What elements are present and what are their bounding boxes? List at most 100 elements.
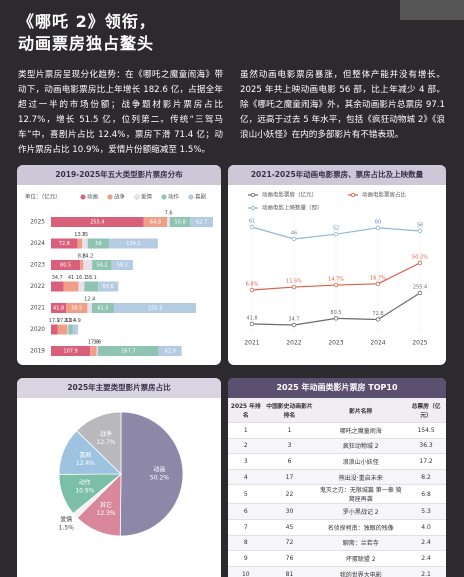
data-label: 64.8 <box>150 220 161 226</box>
bar-segment <box>190 217 213 227</box>
legend-swatch <box>188 194 194 200</box>
point <box>333 231 339 237</box>
legend-label: 爱情 <box>141 193 153 201</box>
card-header <box>228 165 446 185</box>
table-cell: 8.2 <box>406 469 446 486</box>
data-label: 255.4 <box>413 285 427 291</box>
table-cell: 4.0 <box>406 519 446 536</box>
table-card: 2025 年动画类影片票房 TOP10 2025 年排名 中国影史动画影片排名 影片… <box>228 378 446 577</box>
data-label: 62.9 <box>165 349 176 355</box>
data-label: 13.3 <box>74 232 85 238</box>
data-label: 41 <box>68 275 74 281</box>
point <box>417 228 423 234</box>
slice-value: 50.2% <box>150 475 169 482</box>
bar-segment <box>83 260 93 270</box>
data-label: 7.6 <box>165 211 173 217</box>
data-label: 14.9 <box>70 318 81 324</box>
paragraph: 类型片票房呈现分化趋势：在《哪吒之魔童闹海》带动下，动画电影票房比上年增长 18… <box>18 70 223 155</box>
data-label: 72.8 <box>372 311 383 317</box>
data-label: 38.1 <box>86 275 97 281</box>
y-tick-label: 2021 <box>30 306 45 312</box>
table-cell: 哪吒之魔童闹海 <box>315 422 407 439</box>
x-tick-label: 2022 <box>286 340 301 347</box>
data-label: 107.9 <box>63 349 77 355</box>
data-label: 14.7% <box>328 277 344 283</box>
table-cell: 45 <box>263 519 316 536</box>
data-label: 60 <box>375 219 381 225</box>
table-cell: 罗小黑战记 2 <box>315 503 407 520</box>
bar-segment <box>114 303 197 313</box>
slice-value: 12.3% <box>97 510 116 517</box>
slice-label: 其它 <box>100 501 112 509</box>
table-row: 2 3 疯狂动物城 2 36.3 <box>228 438 446 455</box>
bar-segment <box>72 324 78 335</box>
data-label: 225.3 <box>148 306 162 312</box>
column-header: 总票房（亿元） <box>406 398 446 423</box>
legend-marker <box>250 206 255 211</box>
bar-segment <box>51 238 78 249</box>
table-cell: 疯狂动物城 2 <box>315 438 407 455</box>
bar-segment <box>167 217 170 227</box>
point <box>249 321 255 327</box>
table-row: 10 81 我的世界大电影 2.1 <box>228 566 446 577</box>
bar-segment <box>87 303 92 313</box>
data-label: 41.8 <box>53 306 64 312</box>
bar-segment <box>57 324 68 335</box>
data-label: 34.7 <box>52 275 63 281</box>
data-label: 58.5 <box>71 306 82 312</box>
bar-segment <box>87 238 110 249</box>
table-cell: 17 <box>263 469 316 486</box>
table-row: 1 1 哪吒之魔童闹海 154.5 <box>228 422 446 439</box>
data-label: 17.9 <box>49 318 60 324</box>
data-label: 50.2% <box>412 255 428 261</box>
table-header: 2025 年排名 中国影史动画影片排名 影片名称 总票房（亿元） <box>228 398 446 423</box>
data-label: 24.2 <box>82 254 93 260</box>
table-row: 7 45 名侦探柯南：独眼的残像 4.0 <box>228 519 446 536</box>
data-label: 134.1 <box>126 241 140 247</box>
table-cell: 22 <box>263 484 316 505</box>
table-cell: 我的世界大电影 <box>315 566 407 577</box>
data-label: 27.3 <box>57 318 68 324</box>
data-label: 72.8 <box>59 241 70 247</box>
data-label: 61.5 <box>97 306 108 312</box>
table-cell: 4 <box>228 469 264 486</box>
table-cell: 2.1 <box>406 566 446 577</box>
x-tick-label: 2021 <box>244 340 259 347</box>
slice-value: 10.9% <box>75 488 94 495</box>
point <box>291 322 297 328</box>
data-label: 6.8% <box>246 282 259 288</box>
legend-label: 战争 <box>114 193 126 201</box>
y-tick-label: 2024 <box>30 241 45 247</box>
pie-slice <box>119 411 184 537</box>
table-cell: 6 <box>228 503 264 520</box>
data-label: 59 <box>95 241 101 247</box>
bar-segment <box>91 303 115 313</box>
table-cell: 坏蛋联盟 2 <box>315 550 407 567</box>
bar-segment <box>158 346 182 356</box>
unit-label: 单位：（亿元） <box>25 193 61 201</box>
data-label: 16.7% <box>370 275 386 281</box>
point <box>333 316 339 321</box>
chart-title: 2019-2025年五大类型影片票房分布 <box>55 169 183 179</box>
data-label: 52 <box>333 226 339 232</box>
legend-label: 动画 <box>87 194 98 201</box>
table-cell: 17.2 <box>406 453 446 470</box>
bar-segment <box>92 260 112 270</box>
data-label: 54.2 <box>96 263 107 269</box>
bar-segment <box>51 346 91 356</box>
table-cell: 2.4 <box>406 550 446 567</box>
legend-label: 动画电影票房（亿元） <box>262 191 317 199</box>
table-cell: 3 <box>228 453 264 470</box>
data-label: 167.7 <box>121 349 135 355</box>
legend-swatch <box>107 194 113 200</box>
bar-segment <box>98 281 119 292</box>
slice-label: 爱情 <box>60 515 72 523</box>
bar-segment <box>90 346 97 356</box>
point <box>249 287 255 293</box>
data-label: 11.5% <box>286 279 302 285</box>
bar-segment <box>51 324 58 335</box>
point <box>375 225 381 230</box>
chart-title: 2021-2025年动画电影票房、票房占比及上映数量 <box>251 169 424 179</box>
